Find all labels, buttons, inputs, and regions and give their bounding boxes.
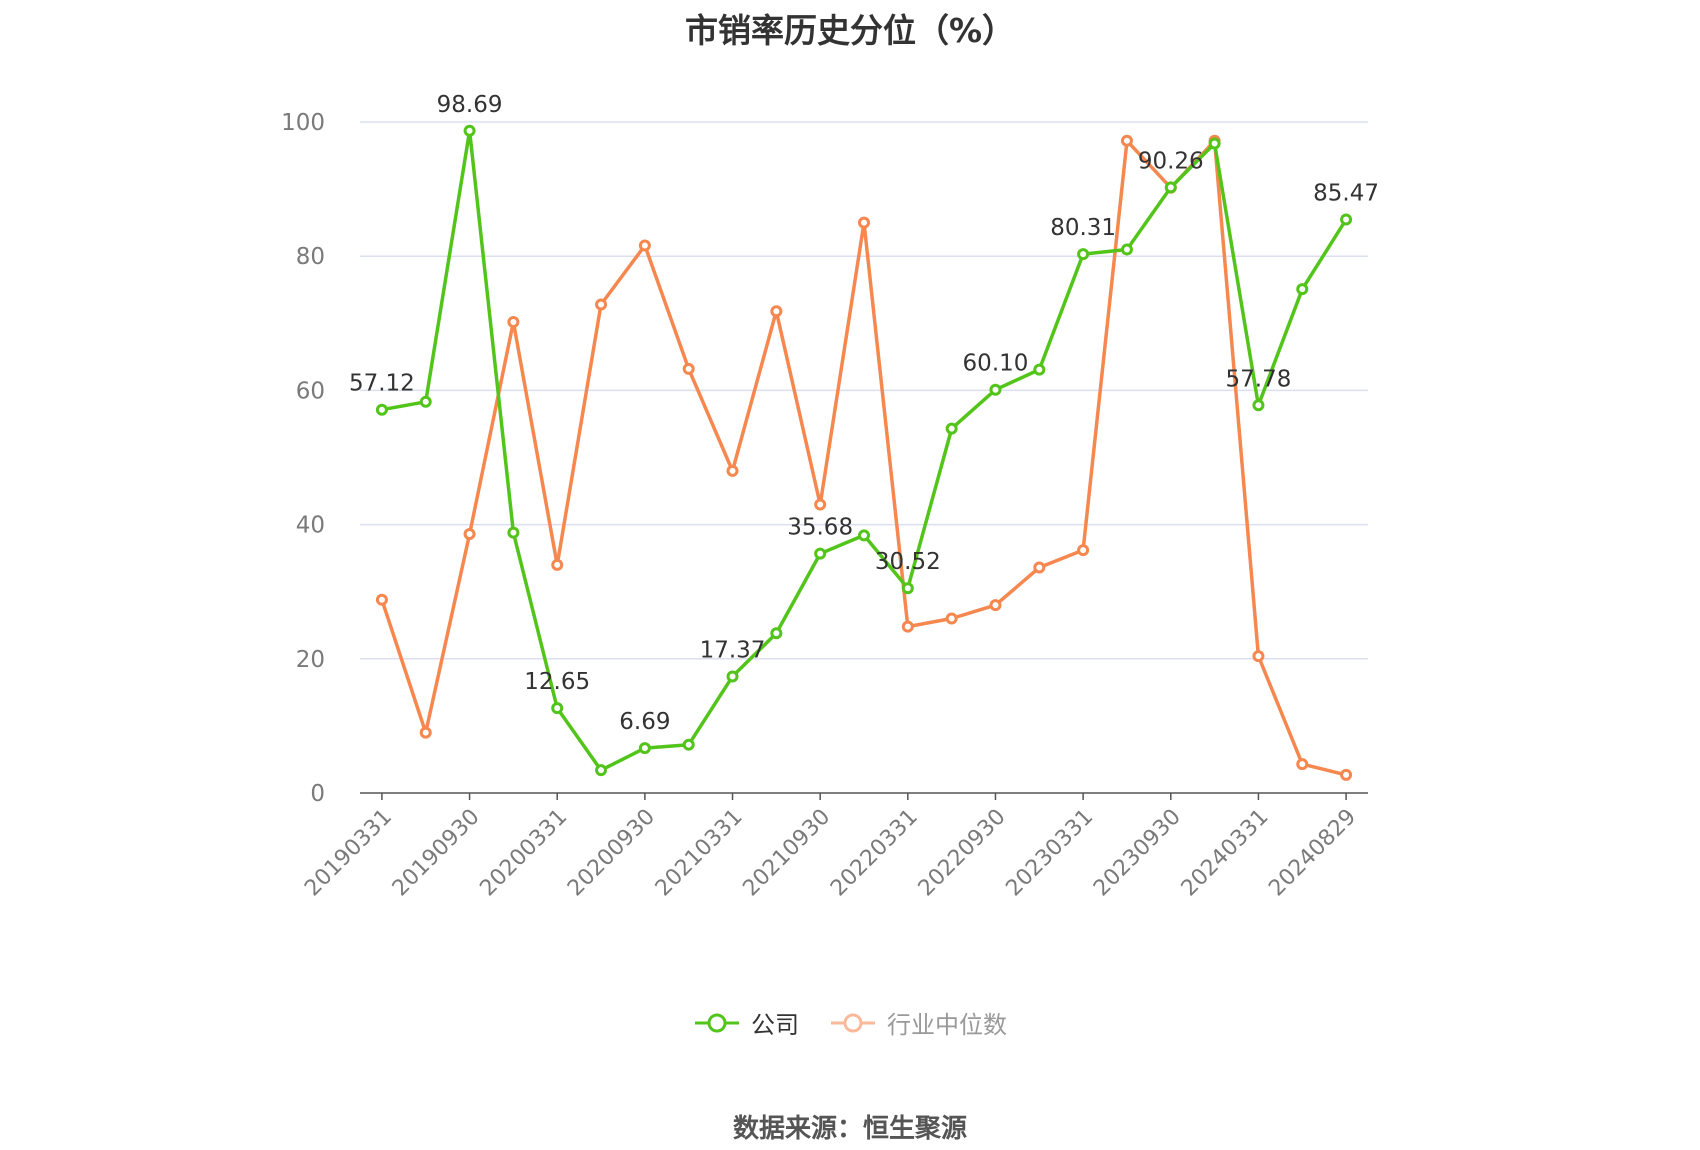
legend-item-company[interactable]: 公司 [693,1005,799,1040]
company-series-point [1033,363,1046,376]
x-tick-label: 20200930 [563,804,660,901]
legend-circle [707,1013,727,1032]
data-label: 85.47 [1313,180,1379,206]
x-tick-label: 20210930 [738,804,835,901]
company-series-point [901,582,914,595]
x-tick-label: 20240829 [1264,804,1361,901]
x-tick-label: 20240331 [1177,804,1274,901]
grid-layer [360,121,1368,660]
company-series-point [1077,248,1090,261]
company-series-point [507,526,520,539]
industry-median-series-point [814,498,827,511]
industry-median-series-point [1340,768,1353,781]
x-tick-label: 20220331 [826,804,923,901]
company-series-point [1120,243,1133,256]
data-label: 57.78 [1226,366,1292,392]
data-label: 98.69 [437,92,503,118]
data-label: 57.12 [349,371,415,397]
company-series-point [638,742,651,755]
legend-marker-icon [695,1013,739,1032]
industry-median-series-point [419,726,432,739]
data-label: 30.52 [875,549,941,575]
x-tick-label: 20230930 [1089,804,1186,901]
industry-median-series-point [1033,561,1046,574]
industry-median-series-point [1077,544,1090,557]
legend-label: 公司 [751,1011,799,1039]
company-series-point [1296,283,1309,296]
y-tick-label: 60 [296,378,325,404]
company-series-point [463,124,476,137]
data-label: 80.31 [1050,215,1116,241]
x-tick-label: 20230331 [1001,804,1098,901]
y-tick-label: 80 [296,244,325,270]
industry-median-series-point [375,593,388,606]
x-tick-label: 20200331 [475,804,572,901]
legend-item-industry-median[interactable]: 行业中位数 [829,1005,1007,1040]
y-tick-label: 40 [296,513,325,539]
industry-median-series-point [726,464,739,477]
x-tick-label: 20190930 [388,804,485,901]
legend-label: 行业中位数 [887,1011,1007,1039]
chart-title: 市销率历史分位（%） [684,11,1016,50]
x-tick-label: 20210331 [651,804,748,901]
company-series-point [1164,181,1177,194]
series-layer [375,124,1353,781]
industry-median-series-point [945,612,958,625]
company-series-point [375,403,388,416]
company-series-point [858,529,870,542]
company-series-point [1252,399,1265,412]
industry-median-series-point [901,620,914,633]
industry-median-series-point [638,239,651,252]
company-series-point [814,547,827,560]
industry-median-series-point [858,216,870,229]
industry-median-series-point [989,599,1002,612]
industry-median-series-point [1252,650,1265,663]
legend-marker-icon [831,1013,875,1032]
industry-median-series-point [1296,758,1309,771]
industry-median-series-point [551,558,564,571]
company-series-point [595,764,608,777]
y-tick-label: 100 [281,110,325,136]
data-label: 17.37 [700,637,766,663]
source-note: 数据来源：恒生聚源 [732,1114,967,1144]
company-series-point [989,383,1002,396]
industry-median-series-point [595,298,608,311]
data-label: 6.69 [619,709,670,735]
company-series-point [1208,137,1221,150]
industry-median-series-point [463,527,476,540]
company-series-point [551,702,564,715]
y-tick-label: 20 [296,647,325,673]
y-tick-label: 0 [310,781,325,807]
x-tick-label: 20220930 [914,804,1011,901]
data-label: 90.26 [1138,148,1204,174]
data-label-layer: 57.12 98.69 12.65 6.69 17.37 35.68 30.52 60.10 8… [349,92,1379,735]
legend: 公司 行业中位数 [0,1005,1700,1040]
data-label: 35.68 [787,515,853,541]
data-label: 12.65 [524,669,590,695]
company-series-point [945,422,958,435]
industry-median-series-point [770,305,783,318]
industry-median-series-point [1120,134,1133,147]
company-series-point [1340,213,1353,226]
industry-median-series-point [682,362,695,375]
industry-median-series-point [507,315,520,328]
legend-circle [843,1013,863,1032]
company-series-point [682,738,695,751]
x-tick-label: 20190331 [300,804,397,901]
company-series-point [770,627,783,640]
data-label: 60.10 [963,351,1029,377]
company-series-point [726,670,739,683]
company-series-point [419,395,432,408]
